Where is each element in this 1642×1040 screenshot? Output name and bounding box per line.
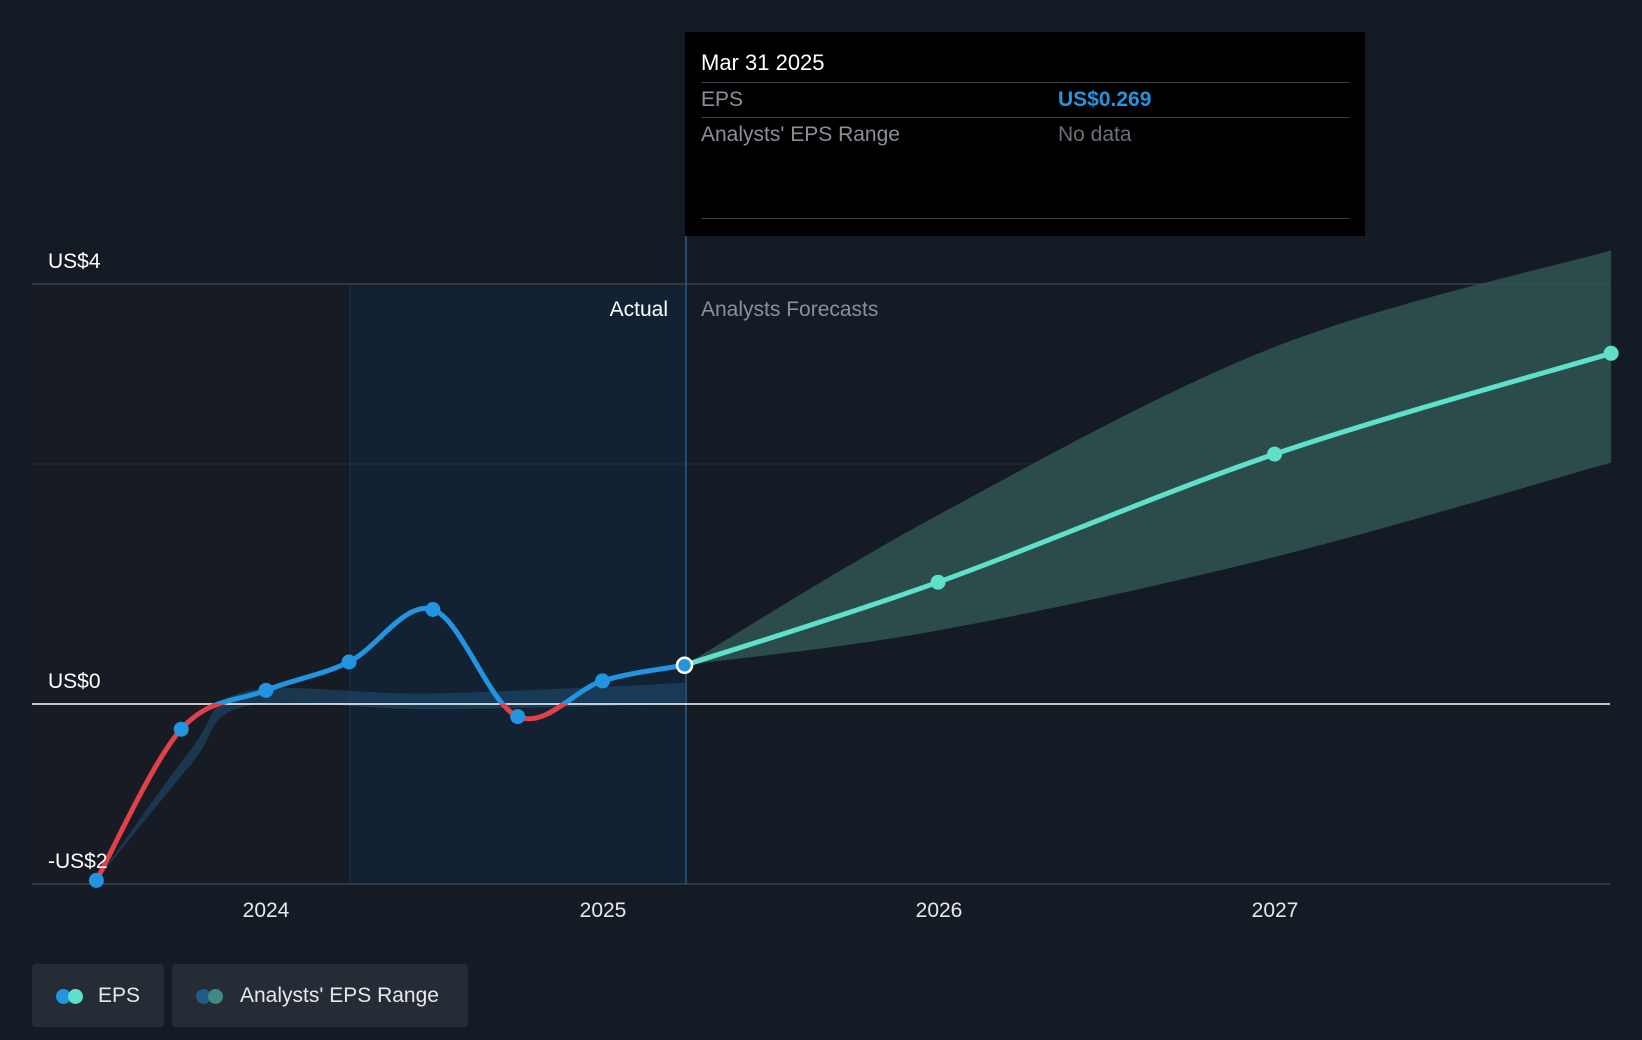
range-legend-icon bbox=[196, 987, 226, 1005]
eps-forecast-line bbox=[682, 350, 1614, 668]
eps-actual-point bbox=[341, 654, 357, 670]
eps-forecast-point bbox=[1267, 446, 1283, 462]
x-tick-label: 2025 bbox=[580, 899, 627, 922]
legend-range-button[interactable]: Analysts' EPS Range bbox=[172, 964, 468, 1027]
legend-range-label: Analysts' EPS Range bbox=[240, 983, 439, 1007]
eps-point-layer bbox=[88, 345, 1619, 888]
eps-actual-line-positive bbox=[211, 605, 688, 704]
eps-actual-point bbox=[88, 872, 104, 888]
tooltip-range-value: No data bbox=[1058, 123, 1132, 146]
tooltip-divider bbox=[701, 218, 1349, 219]
eps-forecast-point bbox=[1603, 345, 1619, 361]
eps-actual-point bbox=[510, 709, 526, 725]
y-tick-label: -US$2 bbox=[48, 850, 108, 873]
tooltip-date: Mar 31 2025 bbox=[701, 48, 1349, 83]
past-shading bbox=[32, 284, 350, 884]
actual-region-label: Actual bbox=[610, 298, 668, 321]
analysts-eps-range-band bbox=[684, 250, 1612, 666]
actual-eps-range-band bbox=[96, 683, 685, 881]
eps-actual-point bbox=[258, 682, 274, 698]
tooltip-eps-value: US$0.269 bbox=[1058, 88, 1152, 111]
eps-range-layer bbox=[96, 250, 1612, 881]
legend-eps-button[interactable]: EPS bbox=[32, 964, 164, 1027]
forecast-region-label: Analysts Forecasts bbox=[701, 298, 878, 321]
actual-region bbox=[350, 284, 686, 884]
x-tick-label: 2027 bbox=[1252, 899, 1299, 922]
tooltip-eps-label: EPS bbox=[701, 88, 744, 111]
eps-actual-point bbox=[595, 673, 610, 689]
tooltip-eps-row: EPS US$0.269 bbox=[701, 83, 1349, 118]
x-tick-label: 2024 bbox=[243, 899, 290, 922]
tooltip-range-label: Analysts' EPS Range bbox=[701, 123, 900, 146]
eps-actual-point bbox=[425, 602, 441, 617]
y-tick-label: US$4 bbox=[48, 250, 101, 273]
legend-eps-label: EPS bbox=[97, 983, 140, 1007]
eps-actual-point bbox=[173, 721, 189, 737]
eps-highlight-point bbox=[675, 656, 694, 675]
y-tick-label: US$0 bbox=[48, 670, 101, 693]
eps-forecast-point bbox=[930, 574, 946, 590]
tooltip-range-row: Analysts' EPS Range No data bbox=[701, 118, 1349, 152]
x-tick-label: 2026 bbox=[916, 899, 963, 922]
hover-tooltip: Mar 31 2025 EPS US$0.269 Analysts' EPS R… bbox=[685, 32, 1365, 236]
eps-legend-icon bbox=[56, 987, 84, 1005]
